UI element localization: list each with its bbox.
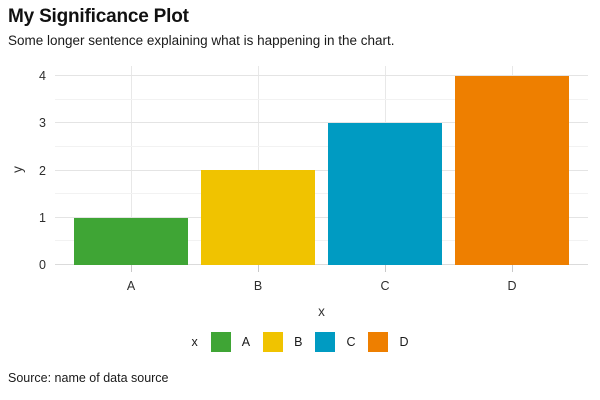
legend-swatch-A	[210, 332, 231, 352]
x-axis-tick-labels: A B C D	[55, 279, 588, 295]
gridline-y-4	[55, 75, 588, 76]
x-tick-label-B: B	[253, 279, 263, 293]
gridline-y-3	[55, 122, 588, 124]
gridline-y-1.5	[55, 193, 588, 195]
gridline-x-A	[131, 66, 132, 265]
x-tick-label-C: C	[380, 279, 390, 293]
chart-title: My Significance Plot	[8, 6, 189, 27]
y-tick-label-2: 2	[39, 164, 46, 178]
y-tick-label-1: 1	[39, 211, 46, 225]
gridline-y-0	[55, 264, 588, 265]
gridline-y-3.5	[55, 98, 588, 100]
legend-label-D: D	[399, 335, 409, 349]
legend-label-B: B	[294, 335, 303, 349]
legend-swatch-D	[368, 332, 389, 352]
gridline-x-B	[258, 66, 259, 265]
legend-title: x	[191, 335, 198, 349]
legend-swatch-B	[263, 332, 284, 352]
bar-D	[455, 76, 569, 265]
bar-C	[328, 123, 442, 265]
gridline-y-2.5	[55, 145, 588, 147]
legend-item-C: C	[315, 332, 355, 352]
legend-label-A: A	[241, 335, 251, 349]
bar-B	[201, 170, 315, 265]
x-axis-tick-A	[131, 265, 132, 272]
y-tick-label-0: 0	[39, 258, 46, 272]
x-axis-tick-D	[512, 265, 513, 272]
bar-A	[74, 218, 188, 265]
x-tick-label-D: D	[507, 279, 517, 293]
legend-label-C: C	[346, 335, 356, 349]
source-note: Source: name of data source	[8, 371, 169, 385]
legend-item-D: D	[368, 332, 409, 352]
x-tick-label-A: A	[126, 279, 136, 293]
x-axis-title: x	[318, 304, 325, 319]
plot-panel	[55, 66, 588, 272]
legend-swatch-C	[315, 332, 336, 352]
y-axis-tick-labels: 0 1 2 3 4	[0, 66, 46, 272]
x-axis-tick-C	[385, 265, 386, 272]
legend-item-A: A	[210, 332, 251, 352]
x-axis-tick-B	[258, 265, 259, 272]
gridline-y-2	[55, 169, 588, 171]
chart-subtitle: Some longer sentence explaining what is …	[8, 33, 395, 48]
y-tick-label-3: 3	[39, 116, 46, 130]
gridline-y-0.5	[55, 240, 588, 242]
y-tick-label-4: 4	[39, 69, 46, 83]
gridline-y-1	[55, 216, 588, 218]
legend-item-B: B	[263, 332, 302, 352]
